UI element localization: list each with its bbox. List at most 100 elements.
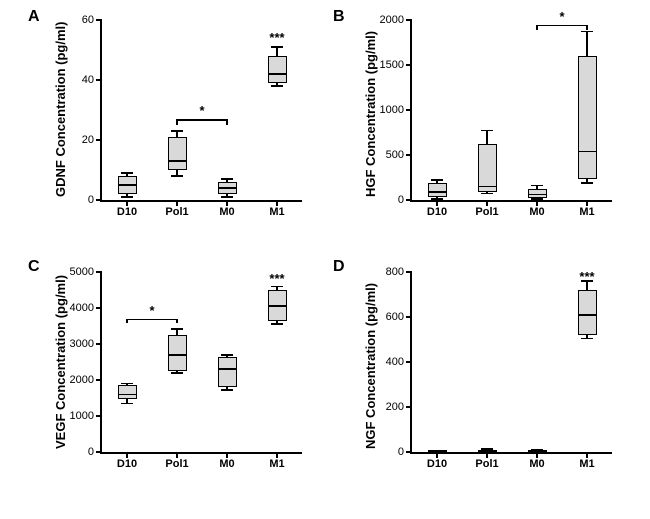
boxplot-box [478, 144, 497, 192]
sig-label: *** [579, 269, 594, 284]
sig-label: * [149, 303, 154, 318]
boxplot-median [528, 450, 547, 452]
whisker [276, 47, 278, 56]
figure: A0204060D10Pol1M0M1****GDNF Concentratio… [0, 0, 650, 519]
y-tick [96, 307, 102, 309]
y-tick [406, 316, 412, 318]
sig-label: *** [269, 271, 284, 286]
y-tick [406, 64, 412, 66]
y-tick [96, 271, 102, 273]
y-tick [96, 451, 102, 453]
boxplot-box [168, 335, 187, 371]
whisker-cap [581, 338, 592, 340]
y-tick [406, 361, 412, 363]
boxplot-median [118, 394, 137, 396]
whisker [486, 131, 488, 145]
x-tick-label: M0 [219, 458, 234, 470]
x-tick-label: M0 [529, 206, 544, 218]
sig-label: * [199, 103, 204, 118]
boxplot-median [168, 160, 187, 162]
whisker-cap [481, 193, 492, 195]
whisker-cap [431, 198, 442, 200]
boxplot-box [218, 357, 237, 388]
whisker-cap [121, 172, 132, 174]
x-tick-label: M0 [529, 458, 544, 470]
y-tick [96, 19, 102, 21]
panel-label-b: B [333, 8, 345, 26]
y-tick [96, 79, 102, 81]
sig-bracket-drop [176, 319, 178, 323]
sig-bracket-drop [176, 119, 178, 125]
sig-bracket [127, 319, 177, 321]
boxplot-median [268, 305, 287, 307]
y-tick [96, 379, 102, 381]
y-tick-label: 400 [386, 356, 404, 368]
whisker-cap [581, 31, 592, 33]
x-tick-label: M1 [579, 206, 594, 218]
whisker-cap [171, 328, 182, 330]
y-tick [96, 199, 102, 201]
boxplot-box [168, 137, 187, 170]
x-tick-label: D10 [117, 458, 137, 470]
y-tick-label: 0 [398, 194, 404, 206]
y-tick-label: 40 [82, 74, 94, 86]
whisker-cap [121, 196, 132, 198]
whisker-cap [271, 323, 282, 325]
y-tick [406, 271, 412, 273]
sig-bracket [537, 25, 587, 27]
y-tick-label: 800 [386, 266, 404, 278]
y-tick [406, 109, 412, 111]
y-tick-label: 500 [386, 149, 404, 161]
sig-label: *** [269, 30, 284, 45]
whisker-cap [171, 175, 182, 177]
boxplot-median [528, 194, 547, 196]
whisker-cap [271, 46, 282, 48]
whisker-cap [221, 389, 232, 391]
boxplot-median [218, 187, 237, 189]
y-tick-label: 0 [398, 446, 404, 458]
panel-label-a: A [28, 8, 40, 26]
x-tick-label: D10 [427, 206, 447, 218]
y-tick-label: 2000 [70, 374, 94, 386]
y-axis-label-d: NGF Concentration (pg/ml) [363, 283, 378, 449]
y-tick-label: 1000 [380, 104, 404, 116]
x-tick-label: Pol1 [165, 206, 188, 218]
y-axis-label-a: GDNF Concentration (pg/ml) [53, 22, 68, 198]
x-tick-label: Pol1 [475, 206, 498, 218]
boxplot-median [428, 450, 447, 452]
x-tick-label: M0 [219, 206, 234, 218]
whisker-cap [531, 198, 542, 200]
whisker-cap [221, 196, 232, 198]
y-tick-label: 2000 [380, 14, 404, 26]
sig-bracket-drop [126, 319, 128, 323]
whisker [176, 131, 178, 137]
boxplot-median [578, 151, 597, 153]
boxplot-median [168, 354, 187, 356]
plot-area-a: 0204060D10Pol1M0M1**** [100, 20, 302, 202]
plot-area-c: 010002000300040005000D10Pol1M0M1**** [100, 272, 302, 454]
y-tick [406, 451, 412, 453]
x-tick-label: D10 [427, 458, 447, 470]
whisker-cap [531, 185, 542, 187]
plot-area-b: 0500100015002000D10Pol1M0M1* [410, 20, 612, 202]
boxplot-median [478, 186, 497, 188]
panel-label-d: D [333, 258, 345, 276]
boxplot-median [118, 184, 137, 186]
x-tick-label: M1 [579, 458, 594, 470]
y-tick-label: 1500 [380, 59, 404, 71]
whisker-cap [171, 130, 182, 132]
sig-label: * [559, 9, 564, 24]
boxplot-box [578, 290, 597, 335]
sig-bracket-drop [586, 25, 588, 30]
y-tick [406, 19, 412, 21]
whisker [586, 32, 588, 56]
x-tick-label: Pol1 [475, 458, 498, 470]
panel-label-c: C [28, 258, 40, 276]
x-tick-label: D10 [117, 206, 137, 218]
y-tick-label: 3000 [70, 338, 94, 350]
whisker-cap [481, 130, 492, 132]
whisker-cap [431, 179, 442, 181]
boxplot-box [578, 56, 597, 179]
sig-bracket-drop [536, 25, 538, 30]
whisker-cap [221, 354, 232, 356]
